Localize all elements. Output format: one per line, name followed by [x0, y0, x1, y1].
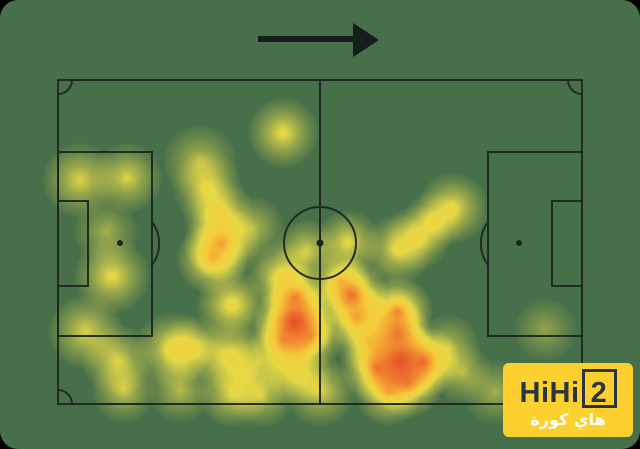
hihi2-logo: HiHi 2 هاي كورة — [503, 363, 633, 437]
centre-circle — [283, 206, 357, 280]
left-penalty-spot — [117, 240, 123, 246]
logo-wordmark: HiHi 2 — [519, 369, 617, 410]
right-penalty-arc — [479, 221, 489, 266]
left-penalty-area — [57, 151, 153, 337]
centre-spot — [316, 239, 324, 247]
corner-arc-top-right — [567, 79, 583, 95]
direction-arrow-icon — [258, 23, 379, 57]
logo-tagline-arabic: هاي كورة — [530, 410, 606, 430]
logo-boxed-digit: 2 — [581, 369, 617, 409]
corner-arc-top-left — [57, 79, 73, 95]
logo-text-main: HiHi — [519, 377, 580, 410]
right-goal-area — [551, 200, 583, 287]
corner-arc-bottom-left — [57, 389, 73, 405]
right-penalty-spot — [516, 240, 522, 246]
right-penalty-area — [487, 151, 583, 337]
left-goal-area — [57, 200, 89, 287]
left-penalty-arc — [151, 221, 161, 266]
